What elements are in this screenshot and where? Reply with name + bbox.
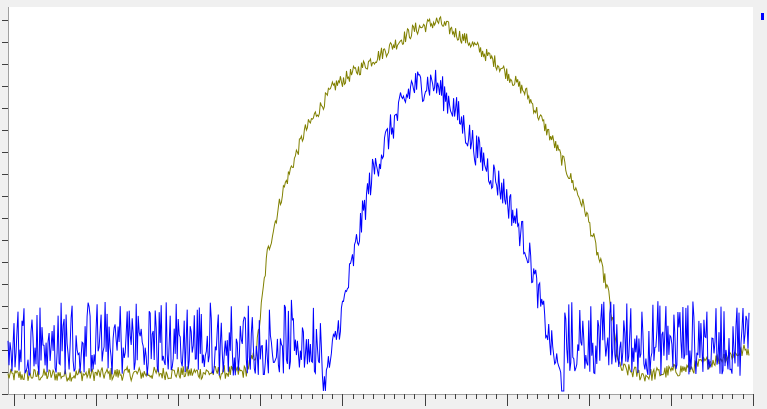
- series-layer: [7, 15, 750, 392]
- series-line-2: [7, 69, 750, 392]
- legend-square-icon: [761, 13, 764, 20]
- x-axis: [8, 394, 754, 406]
- y-axis: [2, 7, 9, 395]
- series-line-1: [7, 15, 750, 383]
